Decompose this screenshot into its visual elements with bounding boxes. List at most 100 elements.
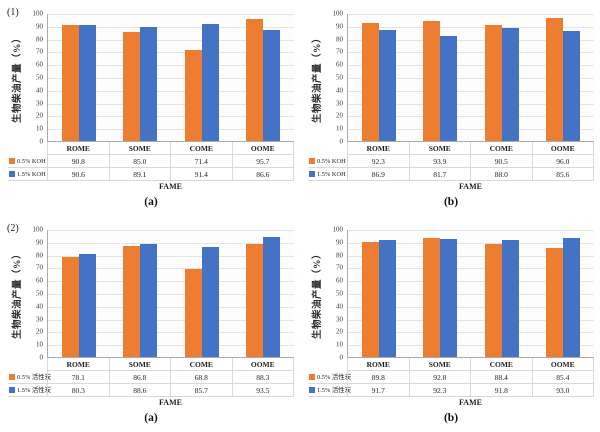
gridline	[48, 255, 294, 257]
bar	[61, 257, 79, 357]
table-value-cell: 78.1	[47, 371, 109, 384]
bar	[440, 36, 458, 141]
table-value-cell: 90.8	[47, 155, 109, 168]
bar-groups	[348, 14, 594, 141]
gridline	[348, 230, 594, 231]
gridline	[48, 129, 294, 131]
y-axis-tick-label: 10	[36, 340, 43, 349]
bar	[361, 242, 379, 357]
bar-group	[171, 14, 233, 141]
y-axis-tick-label: 80	[336, 251, 343, 260]
legend-swatch	[9, 374, 15, 380]
bar	[484, 243, 502, 357]
table-value-cell: 88.6	[108, 384, 170, 397]
bar	[501, 239, 519, 357]
table-category-cell: ROME	[47, 358, 109, 371]
legend-swatch	[309, 158, 315, 164]
table-data-row: 0.5% 活性炭 78.1 86.8 68.8 88.3	[8, 371, 294, 384]
gridline	[48, 345, 294, 347]
bar-group	[110, 230, 172, 357]
bar-group	[348, 230, 410, 357]
legend-key: 1.5% KOH	[308, 168, 347, 181]
y-axis-tick-label: 60	[36, 60, 43, 69]
bar	[201, 247, 219, 357]
gridline	[48, 103, 294, 105]
y-axis-tick-label: 60	[36, 276, 43, 285]
y-axis-tick-label: 0	[339, 353, 344, 362]
table-category-cell: COME	[470, 358, 532, 371]
table-value-cell: 92.3	[347, 155, 409, 168]
table-value-cell: 91.7	[347, 384, 409, 397]
y-axis-tick-label: 100	[32, 225, 44, 234]
table-value-cell: 93.0	[531, 384, 594, 397]
bar-group	[348, 14, 410, 141]
chart-caption: (a)	[144, 412, 158, 424]
y-axis-tick-label: 10	[36, 124, 43, 133]
y-axis-tick-label: 90	[336, 238, 343, 247]
gridline	[48, 268, 294, 270]
gridline	[48, 242, 294, 244]
bar	[246, 244, 264, 357]
legend-swatch	[309, 374, 315, 380]
panel-number-label: (1)	[7, 7, 19, 18]
gridline	[348, 319, 594, 321]
data-table: ROME SOME COME OOME 0.5% 活性炭 89.8 92.8 88.4 85.4…	[308, 358, 594, 397]
bar	[78, 25, 96, 141]
y-axis-tick-label: 20	[336, 111, 343, 120]
legend-key: 1.5% 活性炭	[8, 384, 51, 397]
legend-key: 0.5% 活性炭	[308, 371, 351, 384]
legend-key: 1.5% 活性炭	[308, 384, 351, 397]
data-table: ROME SOME COME OOME 0.5% KOH 90.8 85.0 71.4 95.7…	[8, 142, 294, 181]
table-category-cell: SOME	[108, 142, 170, 155]
bar-group	[48, 14, 110, 141]
bar	[440, 238, 458, 357]
bar-group	[410, 230, 472, 357]
y-axis-tick-label: 20	[36, 111, 43, 120]
y-axis-title-wrap: 生物柴油产量（%）	[8, 14, 23, 142]
y-axis-title: 生物柴油产量（%）	[12, 32, 23, 124]
gridline	[348, 103, 594, 105]
y-axis-tick-label: 80	[336, 35, 343, 44]
gridline	[348, 255, 594, 257]
bar-group	[233, 14, 295, 141]
y-axis-tick-label: 0	[39, 137, 44, 146]
y-axis-tick-label: 70	[36, 47, 43, 56]
bar	[123, 245, 141, 357]
chart-plot-row: 生物柴油产量（%） 0 10 20 30 40 50 60 70 80 90 100	[308, 226, 594, 361]
y-axis-tick-label: 10	[336, 124, 343, 133]
gridline	[48, 332, 294, 334]
gridline	[348, 306, 594, 308]
legend-key: 1.5% KOH	[8, 168, 47, 181]
y-axis-tick-label: 100	[332, 9, 344, 18]
bar-groups	[48, 230, 294, 357]
gridline	[348, 65, 594, 67]
gridline	[48, 14, 294, 15]
bar	[563, 31, 581, 141]
y-axis-tick-label: 70	[36, 263, 43, 272]
table-header-row: ROME SOME COME OOME	[308, 142, 594, 155]
gridline	[348, 78, 594, 79]
gridline	[348, 14, 594, 15]
y-axis-tick-label: 40	[36, 86, 43, 95]
table-category-cell: ROME	[347, 142, 409, 155]
bar-group	[48, 230, 110, 357]
legend-key: 0.5% KOH	[308, 155, 347, 168]
bar	[501, 28, 519, 141]
plot-area	[347, 230, 594, 358]
table-value-cell: 91.8	[470, 384, 532, 397]
y-axis-tick-label: 100	[32, 9, 44, 18]
bar	[61, 24, 79, 141]
y-axis-tick-label: 60	[336, 276, 343, 285]
y-axis-tick-label: 20	[336, 327, 343, 336]
legend-label: 1.5% KOH	[17, 170, 46, 178]
table-category-cell: COME	[470, 142, 532, 155]
table-value-cell: 85.6	[531, 168, 594, 181]
table-value-cell: 80.3	[47, 384, 109, 397]
table-data-row: 0.5% KOH 90.8 85.0 71.4 95.7	[8, 155, 294, 168]
table-header-row: ROME SOME COME OOME	[8, 358, 294, 371]
table-category-cell: COME	[170, 142, 232, 155]
y-axis-tick-label: 90	[336, 22, 343, 31]
table-category-cell: COME	[170, 358, 232, 371]
gridline	[348, 345, 594, 347]
bar	[201, 24, 219, 141]
